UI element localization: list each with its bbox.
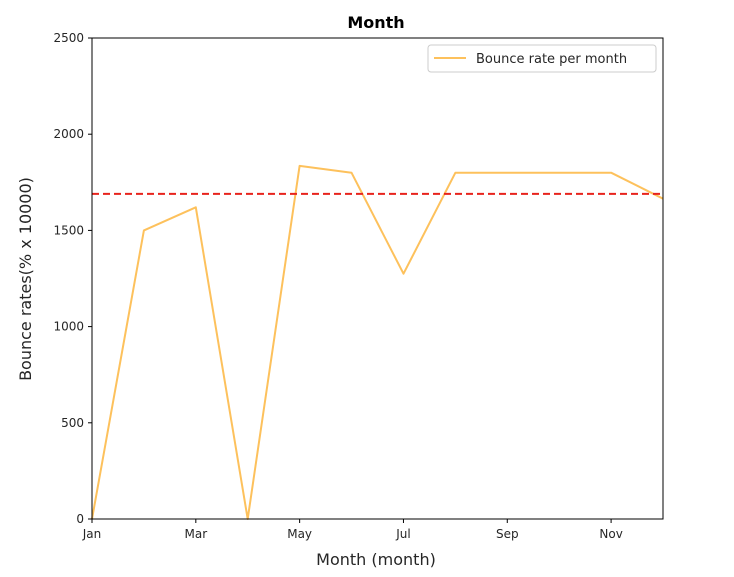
x-tick-label: May — [287, 527, 312, 541]
y-tick-label: 500 — [61, 416, 84, 430]
series-line — [91, 164, 664, 520]
legend-box — [427, 44, 657, 73]
y-tick-label: 1000 — [53, 320, 84, 334]
x-axis: Jan Mar May Jul Sep Nov — [82, 519, 623, 541]
x-tick-label: Sep — [496, 527, 519, 541]
legend-label: Bounce rate per month — [476, 52, 627, 67]
y-axis: 0 500 1000 1500 2000 2500 — [53, 31, 92, 526]
x-axis-label: Month (month) — [316, 550, 436, 569]
plot-area — [91, 164, 664, 520]
chart-title: Month — [347, 13, 404, 32]
x-tick-label: Nov — [599, 527, 622, 541]
plot-frame — [91, 37, 664, 520]
x-tick-label: Jan — [82, 527, 102, 541]
y-tick-label: 0 — [76, 512, 84, 526]
x-tick-label: Jul — [395, 527, 410, 541]
y-tick-label: 2000 — [53, 127, 84, 141]
legend: Bounce rate per month — [427, 44, 657, 73]
y-axis-label: Bounce rates(% x 10000) — [16, 177, 35, 381]
x-tick-label: Mar — [184, 527, 207, 541]
y-tick-label: 2500 — [53, 31, 84, 45]
y-tick-label: 1500 — [53, 223, 84, 237]
